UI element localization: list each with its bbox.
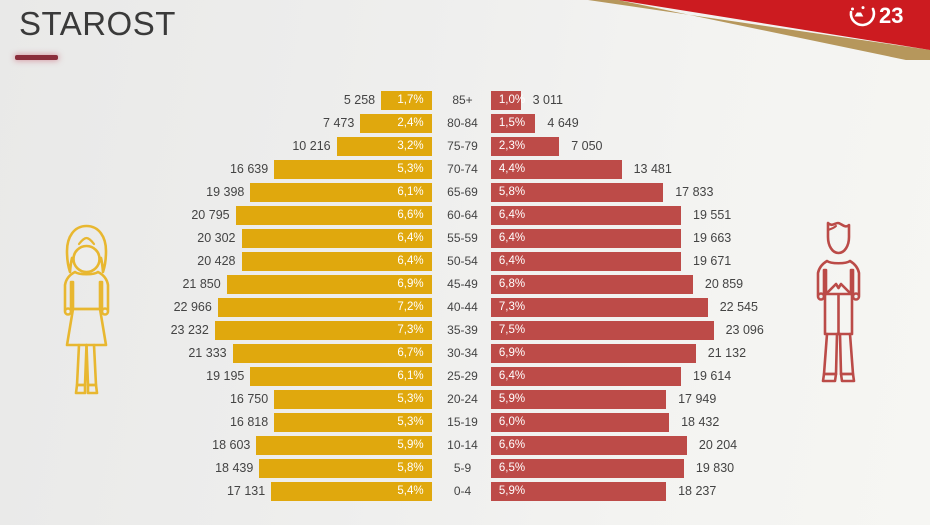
svg-text:23: 23 — [879, 3, 903, 28]
